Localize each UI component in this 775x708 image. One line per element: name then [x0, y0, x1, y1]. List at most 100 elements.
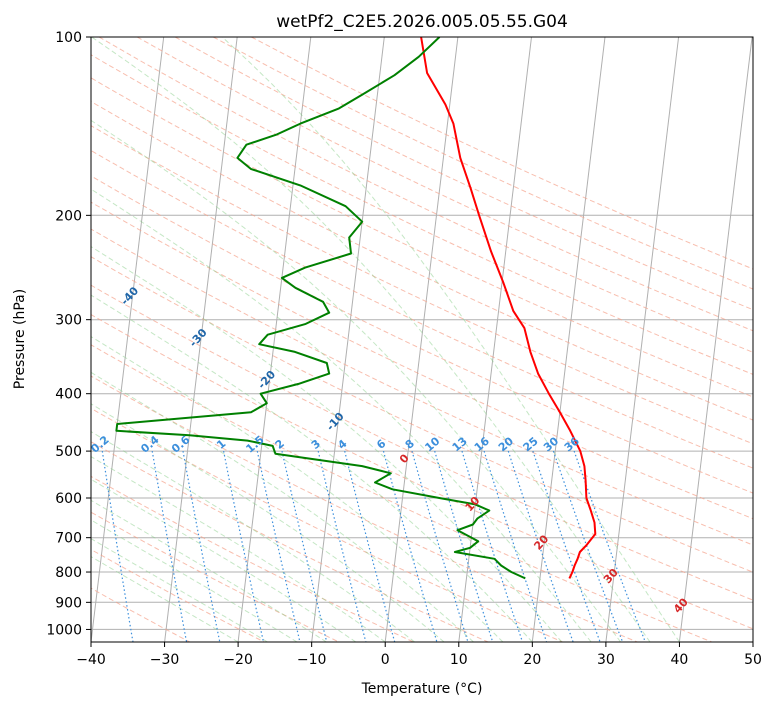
plot-area: 0.10.20.40.611.52346810131620253036-100-…: [0, 37, 753, 642]
dry-adiabat: [91, 77, 753, 398]
x-tick-label: 0: [381, 652, 390, 668]
series-group: [115, 37, 597, 580]
dry-adiabat: [91, 149, 753, 469]
isotherm-label: -60: [0, 200, 4, 224]
dry-adiabat: [91, 407, 563, 642]
dry-adiabat: [91, 548, 265, 642]
isotherm-line: [164, 37, 238, 642]
moist-adiabat: [91, 556, 239, 642]
isotherm-label: 0: [397, 451, 412, 466]
mixing-ratio-line: [461, 450, 524, 642]
moist-adiabat: [91, 456, 386, 642]
dry-adiabat: [91, 125, 753, 445]
dry-adiabat: [91, 256, 753, 573]
dry-adiabat: [91, 100, 753, 421]
isotherm-label: 20: [531, 532, 551, 552]
moist-adiabat: [91, 499, 327, 642]
background-lines: [17, 37, 753, 642]
x-tick-label: −20: [223, 652, 253, 668]
dry-adiabat: [91, 175, 753, 494]
mixing-ratio-line: [434, 450, 494, 642]
y-tick-label: 800: [55, 565, 82, 581]
mixing-ratio-label: 0.2: [88, 433, 111, 455]
x-tick-label: −10: [297, 652, 327, 668]
isotherm-line: [311, 37, 385, 642]
mixing-ratio-line: [344, 450, 396, 642]
y-tick-label: 1000: [46, 622, 82, 638]
x-tick-label: 50: [744, 652, 762, 668]
mixing-ratio-line: [256, 450, 301, 642]
isotherm-label: -40: [118, 284, 141, 308]
isotherm-label: 10: [463, 494, 483, 514]
isotherm-line: [91, 37, 165, 642]
isotherm-line: [531, 37, 606, 642]
y-tick-label: 500: [55, 444, 82, 460]
y-tick-label: 900: [55, 595, 82, 611]
y-tick-label: 300: [55, 313, 82, 329]
x-axis-label: Temperature (°C): [361, 681, 483, 697]
y-tick-label: 600: [55, 491, 82, 507]
temperature-line: [420, 37, 597, 579]
y-axis-label: Pressure (hPa): [12, 289, 28, 389]
y-tick-label: 200: [55, 208, 82, 224]
x-tick-label: 40: [671, 652, 689, 668]
moist-adiabat: [91, 37, 651, 642]
moist-adiabat: [91, 431, 415, 642]
dry-adiabat: [91, 284, 753, 601]
chart-title: wetPf2_C2E5.2026.005.05.55.G04: [276, 12, 568, 32]
moist-adiabat: [221, 37, 680, 642]
x-tick-label: 20: [523, 652, 541, 668]
moist-adiabat: [91, 294, 533, 642]
isotherm-line: [605, 37, 680, 642]
x-axis: −40 −30 −20 −10 0 10 20 30 40 50: [76, 642, 762, 668]
dry-adiabat: [251, 37, 753, 270]
isotherm-label: 40: [671, 595, 691, 615]
dry-adiabat: [136, 37, 753, 332]
moist-adiabat: [91, 119, 622, 642]
dry-adiabat: [91, 441, 489, 642]
y-tick-label: 700: [55, 531, 82, 547]
moist-adiabat: [91, 371, 474, 642]
dry-adiabat: [91, 587, 190, 642]
dry-adiabat: [91, 54, 753, 375]
moist-adiabat: [91, 188, 592, 642]
dry-adiabat: [91, 201, 753, 520]
mixing-ratio-line: [483, 450, 548, 642]
moist-adiabat: [91, 403, 445, 642]
mixing-ratio-line: [151, 450, 188, 642]
mixing-ratio-label: 3: [309, 437, 323, 452]
x-tick-label: −30: [150, 652, 180, 668]
x-tick-label: −40: [76, 652, 106, 668]
isotherm-label: -30: [187, 326, 210, 350]
isotherm-line: [17, 37, 90, 642]
isotherm-label: -20: [255, 368, 278, 392]
dry-adiabat: [91, 344, 712, 642]
mixing-ratio-line: [281, 450, 328, 642]
isotherm-line: [384, 37, 459, 642]
mixing-ratio-line: [101, 451, 134, 642]
moist-adiabat: [91, 519, 298, 642]
plot-frame: [90, 36, 754, 643]
mixing-ratio-label: 0.4: [138, 433, 162, 456]
dry-adiabat: [91, 511, 340, 642]
mixing-ratio-line: [532, 450, 601, 642]
isotherm-label: 30: [601, 566, 621, 586]
mixing-ratio-line: [552, 450, 624, 642]
dewpoint-line: [115, 37, 526, 580]
dry-adiabat: [91, 313, 753, 630]
isotherm-label: -50: [50, 242, 73, 266]
moist-adiabat: [91, 336, 504, 642]
isotherm-line: [752, 637, 753, 642]
mixing-ratio-line: [507, 450, 574, 642]
mixing-ratio-line: [573, 450, 646, 642]
x-tick-label: 10: [450, 652, 468, 668]
y-tick-label: 100: [55, 30, 82, 46]
isotherm-line: [678, 37, 753, 642]
mixing-ratio-line: [382, 450, 438, 642]
dry-adiabat: [91, 475, 414, 642]
moist-adiabat: [91, 478, 357, 642]
x-tick-label: 30: [597, 652, 615, 668]
isotherm-line: [458, 37, 532, 642]
mixing-ratio-line: [223, 450, 265, 642]
